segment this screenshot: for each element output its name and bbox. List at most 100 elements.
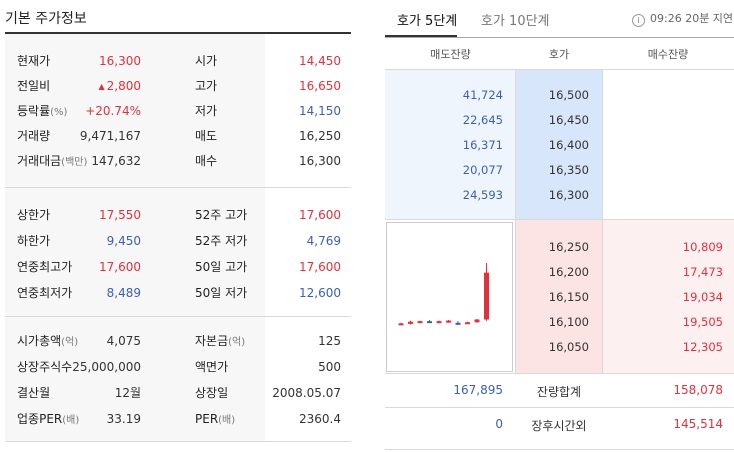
bid-volume: 17,473 bbox=[682, 265, 723, 279]
delay-notice: i 09:26 20분 지연 bbox=[632, 10, 733, 27]
ask-price[interactable]: 16,300 bbox=[548, 188, 589, 202]
ask-price[interactable]: 16,500 bbox=[548, 88, 589, 102]
info-label-2-text: 52주 고가 bbox=[195, 208, 248, 222]
info-value: 33.19 bbox=[107, 407, 141, 431]
info-label-2-text: PER bbox=[195, 412, 219, 426]
candle-body bbox=[398, 323, 404, 326]
info-section-3: 시가총액(억) 4,075 자본금(억) 125 상장주식수 25,000,000 액면가 5… bbox=[5, 317, 351, 442]
info-value-text: 9,471,167 bbox=[79, 129, 141, 143]
candle-body bbox=[427, 321, 432, 324]
total-bid-volume: 158,078 bbox=[673, 383, 723, 397]
bid-price[interactable]: 16,150 bbox=[548, 290, 589, 304]
info-icon[interactable]: i bbox=[632, 14, 645, 27]
info-row: 연중최저가 8,489 50일 저가 12,600 bbox=[5, 281, 351, 305]
info-label-text: 연중최고가 bbox=[17, 260, 73, 274]
info-label: 상장주식수 bbox=[17, 355, 72, 379]
info-label-2-unit: (억) bbox=[228, 337, 246, 348]
info-value-text: 4,075 bbox=[106, 334, 141, 348]
info-label-2-text: 시가 bbox=[195, 54, 218, 68]
info-label-text: 거래량 bbox=[17, 129, 51, 143]
info-value-text: 8,489 bbox=[106, 286, 141, 300]
bid-price[interactable]: 16,250 bbox=[548, 240, 589, 254]
info-value-2: 17,600 bbox=[299, 208, 341, 222]
ask-price[interactable]: 16,350 bbox=[548, 163, 589, 177]
info-value-text: 17,600 bbox=[99, 260, 141, 274]
mini-chart-svg bbox=[398, 263, 489, 326]
info-label-2: 자본금(억) bbox=[195, 329, 245, 355]
total-divider bbox=[385, 373, 734, 374]
info-label: 전일비 bbox=[17, 74, 50, 98]
info-value-2: 14,450 bbox=[299, 54, 341, 68]
info-value: 17,550 bbox=[99, 203, 141, 227]
header-bid-volume: 매수잔량 bbox=[647, 48, 689, 61]
info-section-1: 현재가 16,300 시가 14,450 전일비 ▲ 2,800 고가 16,650 등락률(%)… bbox=[5, 34, 351, 188]
info-row: 시가총액(억) 4,075 자본금(억) 125 bbox=[5, 329, 351, 353]
info-label-text: 전일비 bbox=[17, 79, 51, 93]
up-arrow-icon: ▲ bbox=[98, 82, 105, 91]
header-price: 호가 bbox=[548, 48, 570, 61]
info-row: 전일비 ▲ 2,800 고가 16,650 bbox=[5, 74, 351, 98]
col-divider-left bbox=[515, 70, 516, 373]
info-label-2: 시가 bbox=[195, 49, 217, 73]
info-row: 하한가 9,450 52주 저가 4,769 bbox=[5, 229, 351, 253]
info-value: 25,000,000 bbox=[72, 355, 141, 379]
info-label-text: 시가총액 bbox=[17, 334, 62, 348]
info-row: 거래량 9,471,167 매도 16,250 bbox=[5, 124, 351, 148]
info-label: 시가총액(억) bbox=[17, 329, 78, 355]
info-label: 상한가 bbox=[17, 203, 50, 227]
info-row: 결산월 12월 상장일 2008.05.07 bbox=[5, 381, 351, 405]
info-label: 등락률(%) bbox=[17, 99, 67, 125]
header-divider bbox=[385, 69, 734, 70]
ask-volume: 24,593 bbox=[462, 188, 503, 202]
ask-volume: 16,371 bbox=[462, 138, 503, 152]
info-row: 거래대금(백만) 147,632 매수 16,300 bbox=[5, 149, 351, 173]
info-label: 결산월 bbox=[17, 381, 50, 405]
info-value-text: 25,000,000 bbox=[72, 360, 141, 374]
info-value-text: 33.19 bbox=[106, 412, 141, 426]
info-value-2: 17,600 bbox=[299, 260, 341, 274]
after-hours-label: 장후시간외 bbox=[531, 419, 587, 433]
section-shade bbox=[5, 188, 265, 316]
ask-volume: 20,077 bbox=[462, 163, 503, 177]
candle-body bbox=[484, 272, 489, 320]
bid-price[interactable]: 16,050 bbox=[548, 340, 589, 354]
info-section-2: 상한가 17,550 52주 고가 17,600 하한가 9,450 52주 저가 4,769… bbox=[5, 188, 351, 317]
bid-volume: 10,809 bbox=[682, 240, 723, 254]
info-label-2: 50일 고가 bbox=[195, 255, 247, 279]
info-label: 연중최고가 bbox=[17, 255, 72, 279]
info-value: 9,471,167 bbox=[80, 124, 141, 148]
basic-info-panel: 현재가 16,300 시가 14,450 전일비 ▲ 2,800 고가 16,650 등락률(%)… bbox=[5, 34, 351, 442]
info-label-text: 상장주식수 bbox=[17, 360, 73, 374]
candle-body bbox=[408, 321, 413, 324]
tab-5-levels[interactable]: 호가 5단계 bbox=[397, 14, 458, 29]
info-label-2-text: 상장일 bbox=[195, 386, 229, 400]
info-value-text: 16,300 bbox=[99, 54, 141, 68]
info-value-text: 12월 bbox=[114, 386, 141, 400]
info-label-text: 하한가 bbox=[17, 234, 51, 248]
info-label-2-text: 저가 bbox=[195, 104, 218, 118]
info-value-2: 16,650 bbox=[299, 79, 341, 93]
ask-price[interactable]: 16,450 bbox=[548, 113, 589, 127]
info-value-2: 12,600 bbox=[299, 286, 341, 300]
info-label-2: 50일 저가 bbox=[195, 281, 247, 305]
info-label-2: 액면가 bbox=[195, 355, 228, 379]
bid-price[interactable]: 16,200 bbox=[548, 265, 589, 279]
info-value-2: 125 bbox=[318, 334, 341, 348]
tab-10-levels[interactable]: 호가 10단계 bbox=[481, 14, 550, 29]
section-shade bbox=[5, 34, 265, 187]
info-label-text: 결산월 bbox=[17, 386, 51, 400]
info-row: 현재가 16,300 시가 14,450 bbox=[5, 49, 351, 73]
info-label-2: PER(배) bbox=[195, 407, 235, 433]
info-value-2: 4,769 bbox=[306, 234, 341, 248]
info-value-text: 147,632 bbox=[91, 154, 141, 168]
info-label-2-text: 52주 저가 bbox=[195, 234, 248, 248]
info-value: 4,075 bbox=[107, 329, 141, 353]
info-label-2-text: 50일 저가 bbox=[195, 286, 248, 300]
ask-price[interactable]: 16,400 bbox=[548, 138, 589, 152]
info-label: 현재가 bbox=[17, 49, 50, 73]
bid-price[interactable]: 16,100 bbox=[548, 315, 589, 329]
table-bottom-border bbox=[385, 449, 734, 450]
info-value-2: 2360.4 bbox=[299, 412, 341, 426]
info-label-2-text: 매수 bbox=[195, 154, 218, 168]
info-label-text: 거래대금 bbox=[17, 154, 62, 168]
